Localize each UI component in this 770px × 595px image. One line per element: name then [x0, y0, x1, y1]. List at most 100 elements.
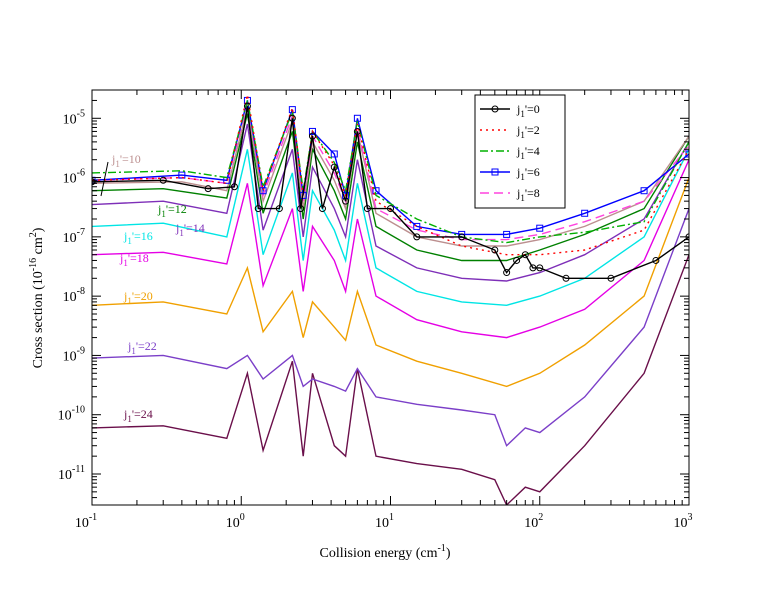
- data-point-circle: [297, 205, 305, 213]
- label-tail: '=24: [132, 407, 153, 421]
- tick-base: 10: [75, 516, 89, 531]
- series-line: [92, 113, 689, 262]
- curve-labels: j1'=10j1'=12j1'=14j1'=16j1'=18j1'=20j1'=…: [100, 152, 205, 424]
- data-point-circle: [275, 205, 283, 213]
- legend-label: j1'=6: [516, 165, 540, 182]
- legend-label: j1'=2: [516, 123, 540, 140]
- legend-marker-circle: [491, 105, 499, 113]
- data-point-circle: [503, 269, 511, 277]
- tick-exp: -5: [77, 108, 85, 119]
- data-point-square: [308, 127, 316, 135]
- series-line: [92, 106, 689, 279]
- tick-exp: -9: [77, 345, 85, 356]
- tick-base: 10: [63, 290, 77, 305]
- label-tail: '=8: [525, 186, 540, 200]
- legend-label: j1'=4: [516, 144, 540, 161]
- x-axis-label-tail: ): [446, 546, 451, 561]
- y-tick-label: 10-5: [63, 108, 85, 127]
- label-tail: '=10: [120, 152, 141, 166]
- label-main: j: [516, 186, 520, 200]
- tick-base: 10: [58, 468, 72, 483]
- label-tail: '=14: [184, 221, 205, 235]
- y-tick-label: 10-8: [63, 286, 85, 305]
- x-tick-label: 103: [674, 512, 693, 531]
- data-point-circle: [529, 264, 537, 272]
- tick-base: 10: [375, 516, 389, 531]
- tick-base: 10: [58, 409, 72, 424]
- data-point-square: [259, 187, 267, 195]
- tick-base: 10: [63, 172, 77, 187]
- tick-exp: -11: [72, 464, 85, 475]
- label-sub: 1: [127, 236, 132, 246]
- data-point-circle: [607, 274, 615, 282]
- curve-label-pointer: [100, 161, 109, 197]
- tick-base: 10: [226, 516, 240, 531]
- label-sub: 1: [520, 109, 525, 119]
- label-sub: 1: [131, 346, 136, 356]
- tick-exp: -10: [72, 405, 85, 416]
- label-main: j: [516, 144, 520, 158]
- data-point-circle: [318, 205, 326, 213]
- y-axis-label-tail: ): [31, 227, 46, 232]
- tick-exp: 1: [389, 512, 394, 523]
- tick-base: 10: [63, 231, 77, 246]
- data-point-circle: [491, 246, 499, 254]
- y-tick-label: 10-6: [63, 168, 85, 187]
- data-point-circle: [330, 163, 338, 171]
- y-axis-label-mid: cm: [31, 237, 46, 258]
- y-axis-label-sup: -16: [28, 258, 39, 271]
- label-sub: 1: [115, 159, 120, 169]
- series-line: [92, 123, 689, 282]
- data-point-square: [640, 187, 648, 195]
- series-line: [92, 177, 689, 388]
- curve-label: j1'=12: [157, 202, 187, 219]
- data-point-circle: [521, 251, 529, 259]
- series-line: [92, 159, 689, 339]
- curve-label: j1'=18: [119, 251, 149, 268]
- label-sub: 1: [520, 130, 525, 140]
- label-main: j: [516, 102, 520, 116]
- x-axis-label-sup: -1: [437, 543, 445, 554]
- tick-base: 10: [524, 516, 538, 531]
- data-point-square: [330, 150, 338, 158]
- data-point-circle: [458, 233, 466, 241]
- x-axis-label-main: Collision energy (cm: [320, 546, 438, 561]
- y-tick-label: 10-7: [63, 227, 85, 246]
- tick-exp: 0: [240, 512, 245, 523]
- tick-base: 10: [63, 349, 77, 364]
- label-sub: 1: [123, 258, 128, 268]
- label-main: j: [516, 123, 520, 137]
- label-sub: 1: [127, 414, 132, 424]
- label-tail: '=22: [136, 339, 157, 353]
- x-tick-label: 100: [226, 512, 245, 531]
- label-tail: '=20: [132, 289, 153, 303]
- data-point-square: [178, 171, 186, 179]
- data-point-circle: [204, 185, 212, 193]
- label-sub: 1: [520, 193, 525, 203]
- curve-label: j1'=22: [127, 339, 157, 356]
- data-point-circle: [342, 197, 350, 205]
- legend-marker-square: [491, 168, 499, 176]
- x-tick-label: 102: [524, 512, 543, 531]
- axes: 10-1 100 101 102 10310-1110-1010-910-810-710…: [58, 90, 693, 531]
- tick-exp: -1: [89, 512, 97, 523]
- label-tail: '=4: [525, 144, 540, 158]
- tick-base: 10: [674, 516, 688, 531]
- data-point-square: [503, 230, 511, 238]
- data-point-circle: [363, 205, 371, 213]
- x-axis-label: Collision energy (cm-1): [320, 543, 451, 561]
- label-tail: '=6: [525, 165, 540, 179]
- data-point-circle: [387, 205, 394, 213]
- series-layer: [92, 94, 689, 505]
- series-line: [92, 103, 689, 241]
- curve-label: j1'=16: [123, 229, 153, 246]
- label-main: j: [123, 229, 127, 243]
- data-point-square: [581, 209, 589, 217]
- tick-exp: -7: [77, 227, 85, 238]
- y-tick-label: 10-9: [63, 345, 85, 364]
- curve-label: j1'=24: [123, 407, 153, 424]
- data-point-square: [413, 222, 421, 230]
- label-sub: 1: [520, 151, 525, 161]
- label-main: j: [111, 152, 115, 166]
